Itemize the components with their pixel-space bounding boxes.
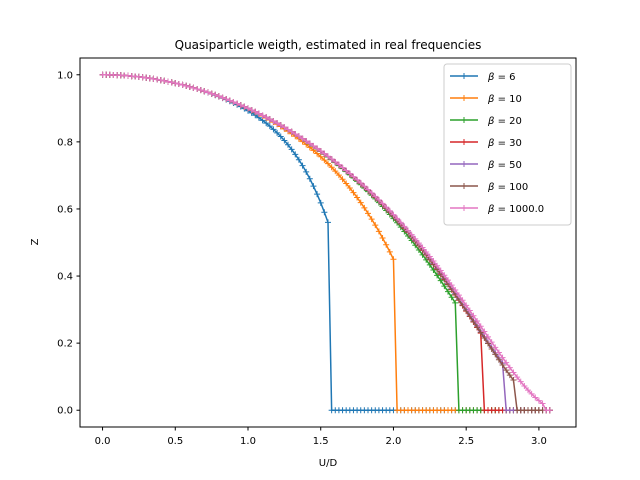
legend-marker xyxy=(461,73,467,79)
legend-marker xyxy=(461,205,467,211)
x-tick-label: 3.0 xyxy=(531,436,547,447)
legend-item: β = 20 xyxy=(450,116,522,127)
legend-marker xyxy=(461,117,467,123)
legend-symbol: β xyxy=(487,160,495,171)
x-tick-label: 1.5 xyxy=(313,436,329,447)
plot-area-frame xyxy=(79,57,577,428)
legend-marker xyxy=(461,161,467,167)
x-tick-label: 1.0 xyxy=(240,436,256,447)
x-axis-ticks: 0.0 0.5 1.0 1.5 2.0 2.5 3.0 xyxy=(95,427,547,447)
y-tick-label: 0.2 xyxy=(57,339,73,350)
legend-value: 100 xyxy=(509,182,528,193)
legend-label: β = 1000.0 xyxy=(487,204,544,215)
legend-symbol: β xyxy=(487,138,495,149)
legend-symbol: β xyxy=(487,94,495,105)
legend-box xyxy=(443,63,572,226)
x-tick-label: 2.0 xyxy=(386,436,402,447)
legend-value: 10 xyxy=(509,94,522,105)
legend-equals: = xyxy=(494,94,509,105)
legend-value: 6 xyxy=(509,72,515,83)
legend-marker xyxy=(461,95,467,101)
legend-symbol: β xyxy=(487,72,495,83)
legend-item: β = 30 xyxy=(450,138,522,149)
legend-marker xyxy=(461,139,467,145)
x-tick-label: 0.0 xyxy=(95,436,111,447)
legend-item: β = 1000.0 xyxy=(450,204,544,215)
legend-marker xyxy=(461,183,467,189)
series-7 xyxy=(99,71,553,414)
legend-symbol: β xyxy=(487,204,495,215)
legend-symbol: β xyxy=(487,116,495,127)
x-tick-label: 0.5 xyxy=(167,436,183,447)
legend-value: 1000.0 xyxy=(509,204,544,215)
legend-label: β = 30 xyxy=(487,138,522,149)
y-tick-label: 0.8 xyxy=(57,137,73,148)
y-tick-label: 0.6 xyxy=(57,204,73,215)
legend-equals: = xyxy=(494,160,509,171)
legend-item: β = 100 xyxy=(450,182,528,193)
legend-equals: = xyxy=(494,204,509,215)
series-markers xyxy=(99,71,553,414)
legend-equals: = xyxy=(494,182,509,193)
chart-title: Quasiparticle weigth, estimated in real … xyxy=(175,38,482,52)
y-tick-label: 0.4 xyxy=(57,272,73,283)
legend-label: β = 6 xyxy=(487,72,516,83)
legend-equals: = xyxy=(494,138,509,149)
legend-value: 50 xyxy=(509,160,522,171)
y-axis-label: Z xyxy=(30,238,41,245)
legend-item: β = 50 xyxy=(450,160,522,171)
legend-value: 30 xyxy=(509,138,522,149)
y-tick-label: 1.0 xyxy=(57,70,73,81)
legend-value: 20 xyxy=(509,116,522,127)
legend-item: β = 6 xyxy=(450,72,516,83)
x-axis-label: U/D xyxy=(319,458,338,469)
plot-series-group xyxy=(99,71,553,414)
legend-label: β = 100 xyxy=(487,182,528,193)
x-tick-label: 2.5 xyxy=(458,436,474,447)
legend-equals: = xyxy=(494,72,509,83)
legend-label: β = 20 xyxy=(487,116,522,127)
legend-label: β = 10 xyxy=(487,94,522,105)
legend-symbol: β xyxy=(487,182,495,193)
y-tick-label: 0.0 xyxy=(57,406,73,417)
y-axis-ticks: 0.0 0.2 0.4 0.6 0.8 1.0 xyxy=(57,70,80,417)
legend-item: β = 10 xyxy=(450,94,522,105)
legend-label: β = 50 xyxy=(487,160,522,171)
legend-equals: = xyxy=(494,116,509,127)
